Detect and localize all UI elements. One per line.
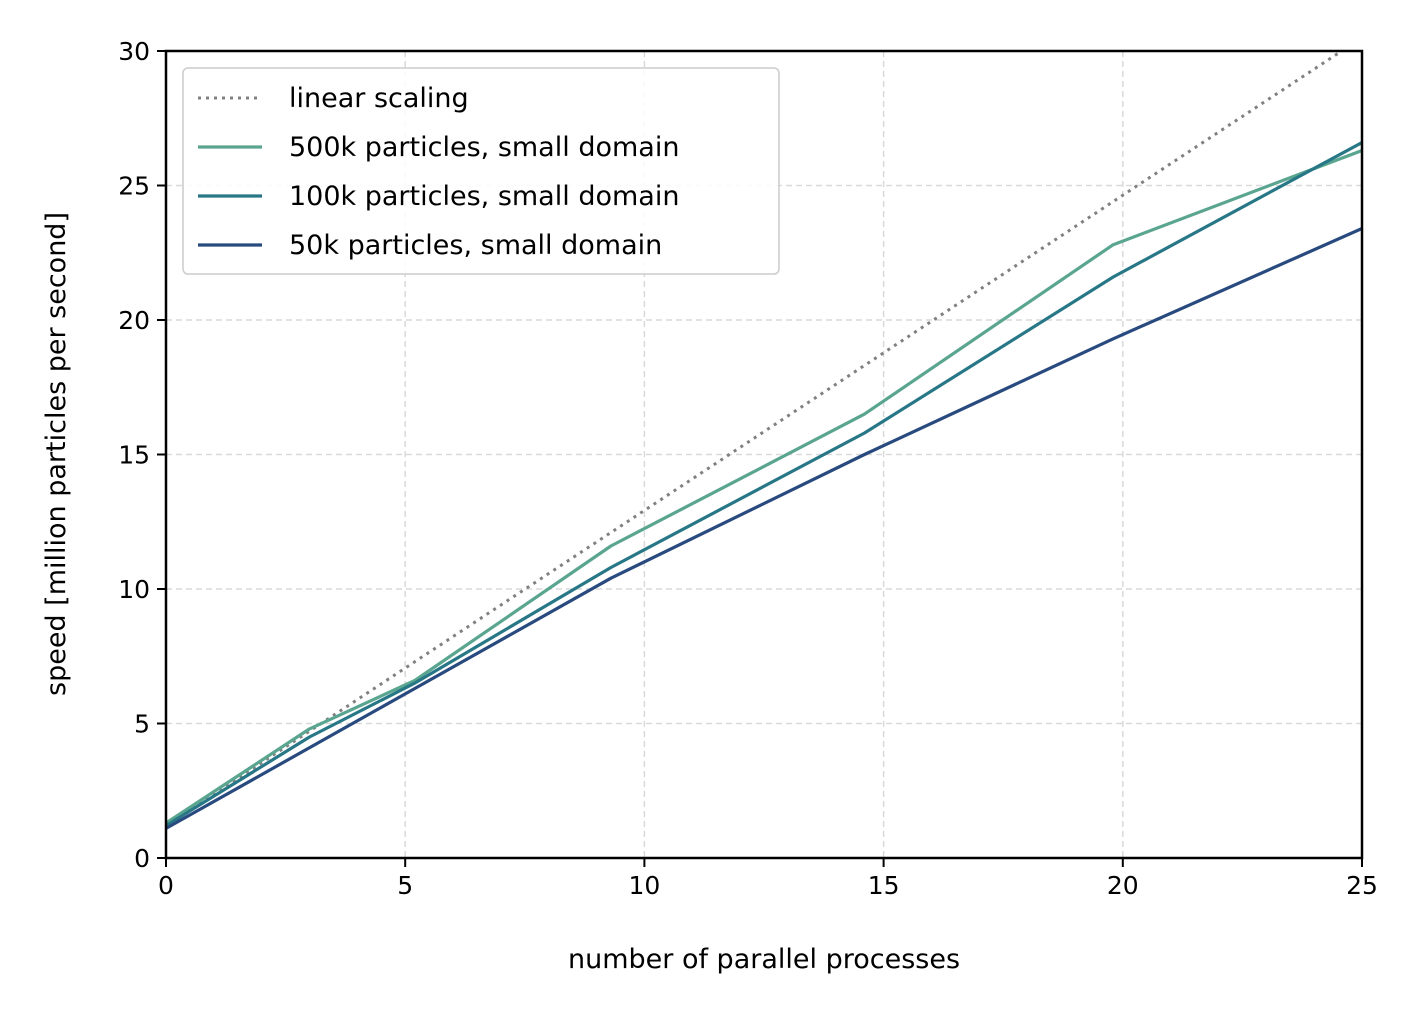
x-tick-label: 0 [158, 871, 174, 900]
legend-label: linear scaling [289, 83, 469, 114]
y-axis: 0 5 10 15 20 25 30 [118, 37, 166, 873]
series-line-2 [166, 141, 1362, 828]
legend-label: 500k particles, small domain [289, 132, 679, 163]
series-line-3 [166, 227, 1362, 830]
x-tick-label: 10 [628, 871, 660, 900]
series-lines [166, 51, 1362, 830]
series-line-0 [166, 51, 1345, 827]
x-tick-label: 20 [1107, 871, 1139, 900]
y-tick-label: 15 [118, 441, 150, 470]
y-axis-label: speed [million particles per second] [41, 212, 72, 696]
y-tick-label: 5 [134, 710, 150, 739]
y-tick-label: 10 [118, 575, 150, 604]
x-tick-label: 5 [397, 871, 413, 900]
y-tick-label: 25 [118, 172, 150, 201]
x-tick-label: 15 [868, 871, 900, 900]
legend-label: 100k particles, small domain [289, 181, 679, 212]
y-tick-label: 20 [118, 306, 150, 335]
y-tick-label: 0 [134, 844, 150, 873]
series-line-1 [166, 149, 1362, 825]
x-tick-label: 25 [1346, 871, 1378, 900]
x-axis-label: number of parallel processes [568, 944, 960, 975]
legend-box [182, 67, 780, 275]
legend-label: 50k particles, small domain [289, 230, 662, 261]
y-tick-label: 30 [118, 37, 150, 66]
x-axis: 0 5 10 15 20 25 [158, 858, 1378, 900]
legend: linear scaling 500k particles, small doma… [182, 67, 780, 275]
